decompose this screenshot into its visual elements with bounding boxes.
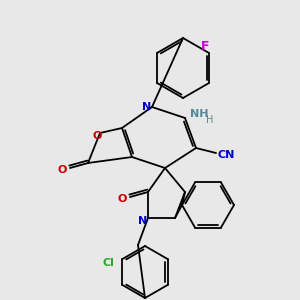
Text: H: H (206, 115, 214, 125)
Text: Cl: Cl (103, 258, 114, 268)
Text: CN: CN (217, 150, 235, 160)
Text: O: O (92, 131, 102, 141)
Text: NH: NH (190, 109, 208, 119)
Text: O: O (57, 165, 67, 175)
Text: F: F (201, 40, 209, 52)
Text: O: O (117, 194, 127, 204)
Text: N: N (142, 102, 152, 112)
Text: N: N (138, 216, 148, 226)
